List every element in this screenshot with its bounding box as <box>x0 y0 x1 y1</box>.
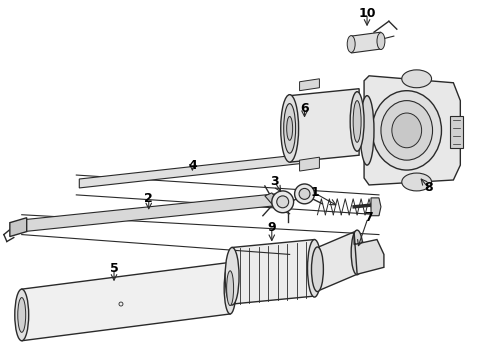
Text: 5: 5 <box>110 262 119 275</box>
Text: 3: 3 <box>270 175 279 189</box>
Polygon shape <box>351 32 381 53</box>
Ellipse shape <box>308 239 321 297</box>
Ellipse shape <box>277 196 289 208</box>
Ellipse shape <box>392 113 421 148</box>
Ellipse shape <box>381 100 433 160</box>
Polygon shape <box>299 157 319 171</box>
Ellipse shape <box>350 92 364 151</box>
Ellipse shape <box>377 33 385 50</box>
Polygon shape <box>290 89 359 162</box>
Polygon shape <box>10 218 26 237</box>
Text: 10: 10 <box>358 7 376 20</box>
Polygon shape <box>232 239 315 304</box>
Text: 8: 8 <box>424 181 433 194</box>
Ellipse shape <box>402 173 432 191</box>
Polygon shape <box>364 76 460 185</box>
Ellipse shape <box>351 230 363 275</box>
Ellipse shape <box>224 262 236 314</box>
Text: 7: 7 <box>364 211 372 224</box>
Ellipse shape <box>299 188 310 199</box>
Ellipse shape <box>294 184 315 204</box>
Ellipse shape <box>227 271 234 306</box>
Ellipse shape <box>347 36 355 53</box>
Text: 9: 9 <box>268 221 276 234</box>
Text: 2: 2 <box>145 192 153 205</box>
Ellipse shape <box>272 191 294 213</box>
Polygon shape <box>450 116 464 148</box>
Polygon shape <box>354 233 384 274</box>
Ellipse shape <box>225 247 239 305</box>
Ellipse shape <box>402 70 432 88</box>
Polygon shape <box>318 231 357 291</box>
Ellipse shape <box>372 91 441 170</box>
Ellipse shape <box>287 117 293 140</box>
Ellipse shape <box>284 104 295 153</box>
Ellipse shape <box>360 96 374 165</box>
Ellipse shape <box>15 289 29 341</box>
Ellipse shape <box>353 100 361 142</box>
Polygon shape <box>79 154 305 188</box>
Ellipse shape <box>281 95 298 162</box>
Polygon shape <box>24 194 275 231</box>
Text: 1: 1 <box>310 186 319 199</box>
Polygon shape <box>265 193 285 211</box>
Ellipse shape <box>18 298 25 332</box>
Polygon shape <box>299 79 319 91</box>
Text: 6: 6 <box>300 102 309 115</box>
Polygon shape <box>22 262 230 341</box>
Ellipse shape <box>312 247 323 292</box>
Text: 4: 4 <box>188 159 197 172</box>
Polygon shape <box>371 198 381 216</box>
